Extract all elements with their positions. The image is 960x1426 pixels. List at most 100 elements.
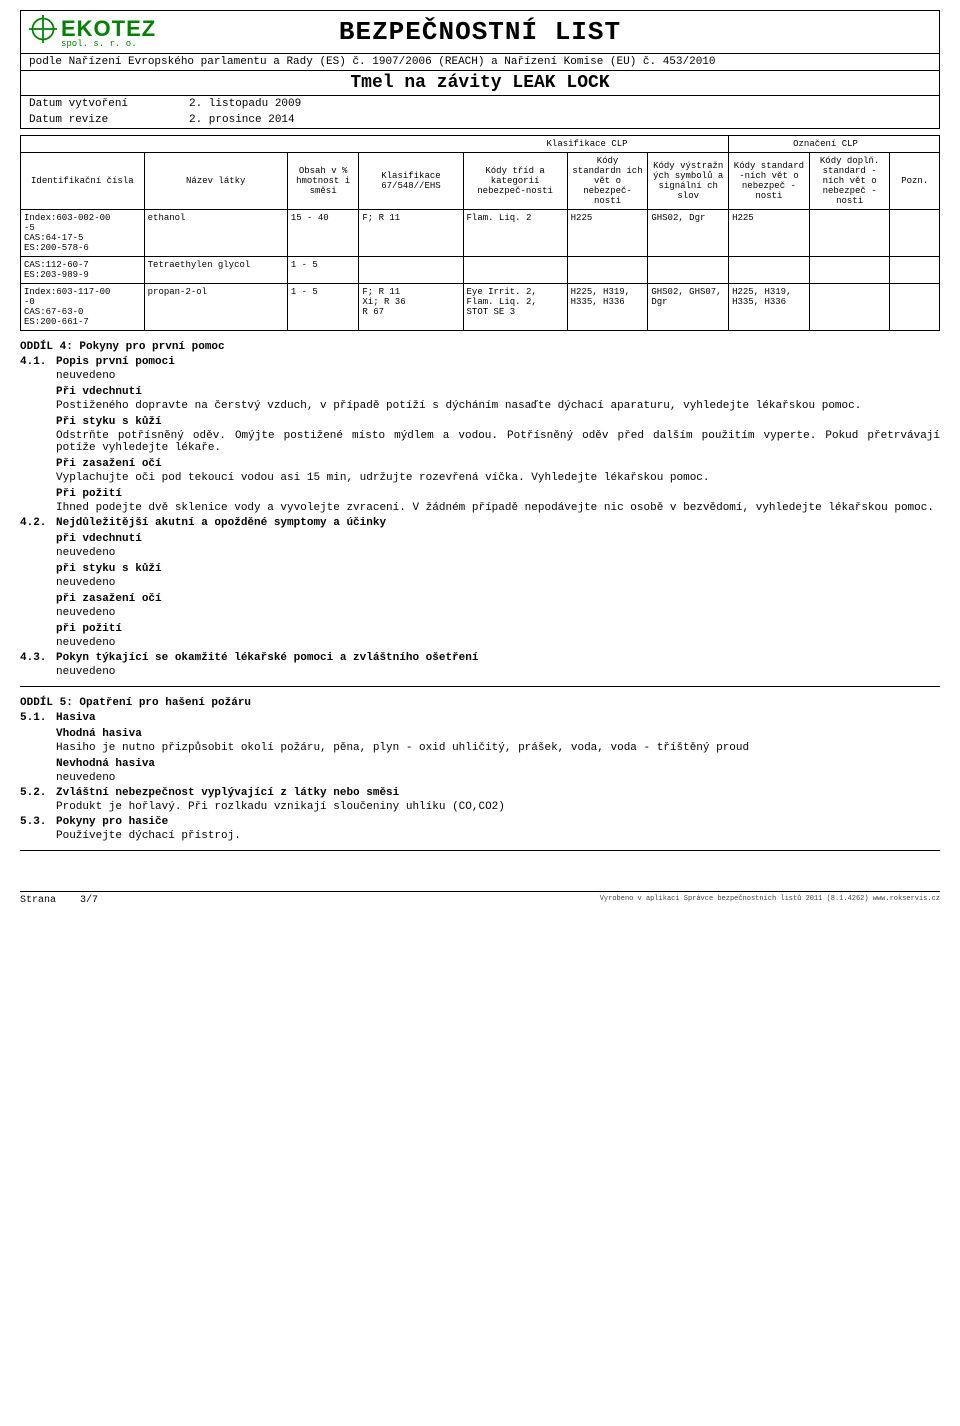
table-cell — [729, 257, 810, 284]
item-5-2-num: 5.2. — [20, 787, 56, 813]
item-4-3-num: 4.3. — [20, 652, 56, 678]
swallow-text: Ihned podejte dvě sklenice vody a vyvole… — [56, 502, 940, 514]
table-cell: Eye Irrit. 2, Flam. Liq. 2, STOT SE 3 — [463, 284, 567, 331]
table-cell — [463, 257, 567, 284]
col-stdphrase: Kódy standardn ích vět o nebezpeč- nosti — [567, 153, 648, 210]
footer-left: Strana 3/7 — [20, 895, 98, 906]
item-5-1: 5.1. Hasiva Vhodná hasiva Hasiho je nutn… — [20, 712, 940, 784]
date-revision-row: Datum revize 2. prosince 2014 — [21, 112, 939, 128]
item-5-1-title: Hasiva — [56, 712, 940, 724]
logo-subtitle: spol. s. r. o. — [61, 39, 137, 49]
table-cell — [890, 284, 940, 331]
table-cell: H225, H319, H335, H336 — [567, 284, 648, 331]
footer-credit: Vyrobeno v aplikaci Správce bezpečnostní… — [600, 895, 940, 906]
table-cell: GHS02, Dgr — [648, 210, 729, 257]
neuvedeno-text: neuvedeno — [56, 666, 940, 678]
inhale-text: Postiženého dopravte na čerstvý vzduch, … — [56, 400, 940, 412]
table-cell: CAS:112-60-7 ES:203-989-9 — [21, 257, 145, 284]
table-cell — [809, 284, 890, 331]
clp-header-row: Klasifikace CLP Označení CLP — [21, 136, 940, 153]
table-row: CAS:112-60-7 ES:203-989-9Tetraethylen gl… — [21, 257, 940, 284]
inhale-heading: Při vdechnutí — [56, 386, 940, 398]
s42-b: při styku s kůží — [56, 563, 940, 575]
col-content: Obsah v % hmotnost i směsi — [287, 153, 359, 210]
item-5-2: 5.2. Zvláštní nebezpečnost vyplývající z… — [20, 787, 940, 813]
neuvedeno-text: neuvedeno — [56, 370, 940, 382]
swallow-heading: Při požití — [56, 488, 940, 500]
table-cell: Index:603-002-00 -5 CAS:64-17-5 ES:200-5… — [21, 210, 145, 257]
col-note: Pozn. — [890, 153, 940, 210]
skin-heading: Při styku s kůží — [56, 416, 940, 428]
item-5-1-num: 5.1. — [20, 712, 56, 784]
eye-text: Vyplachujte oči pod tekoucí vodou asi 15… — [56, 472, 940, 484]
suitable-heading: Vhodná hasiva — [56, 728, 940, 740]
col-stdcodes: Kódy standard -ních vět o nebezpeč -nost… — [729, 153, 810, 210]
date-created-label: Datum vytvoření — [29, 98, 189, 110]
table-cell: H225, H319, H335, H336 — [729, 284, 810, 331]
s52-text: Produkt je hořlavý. Při rozlkadu vznikaj… — [56, 801, 940, 813]
s42-a: při vdechnutí — [56, 533, 940, 545]
s53-text: Používejte dýchací přístroj. — [56, 830, 940, 842]
col-pictogram: Kódy výstražn ých symbolů a signální ch … — [648, 153, 729, 210]
suitable-text: Hasiho je nutno přizpůsobit okolí požáru… — [56, 742, 940, 754]
skin-text: Odstrňte potřísněný oděv. Omýjte postiže… — [56, 430, 940, 454]
table-cell: F; R 11 — [359, 210, 463, 257]
table-cell — [648, 257, 729, 284]
date-created-row: Datum vytvoření 2. listopadu 2009 — [21, 96, 939, 112]
neuvedeno-text: neuvedeno — [56, 637, 940, 649]
eye-heading: Při zasažení očí — [56, 458, 940, 470]
table-cell: Flam. Liq. 2 — [463, 210, 567, 257]
table-row: Index:603-002-00 -5 CAS:64-17-5 ES:200-5… — [21, 210, 940, 257]
clp-class-header: Klasifikace CLP — [463, 136, 729, 153]
unsuitable-heading: Nevhodná hasiva — [56, 758, 940, 770]
table-cell — [567, 257, 648, 284]
table-cell: Index:603-117-00 -0 CAS:67-63-0 ES:200-6… — [21, 284, 145, 331]
page-label: Strana — [20, 895, 56, 906]
item-4-1: 4.1. Popis první pomoci neuvedeno Při vd… — [20, 356, 940, 514]
table-cell: Tetraethylen glycol — [144, 257, 287, 284]
table-cell: 15 - 40 — [287, 210, 359, 257]
section4-heading: ODDÍL 4: Pokyny pro první pomoc — [20, 341, 940, 353]
item-5-2-title: Zvláštní nebezpečnost vyplývající z látk… — [56, 787, 940, 799]
crosshair-icon — [29, 15, 57, 43]
table-cell — [890, 210, 940, 257]
neuvedeno-text: neuvedeno — [56, 607, 940, 619]
date-revision-label: Datum revize — [29, 114, 189, 126]
neuvedeno-text: neuvedeno — [56, 772, 940, 784]
table-cell: H225 — [729, 210, 810, 257]
table-cell: H225 — [567, 210, 648, 257]
company-logo: EKOTEZ spol. s. r. o. — [29, 15, 156, 49]
item-5-3-title: Pokyny pro hasiče — [56, 816, 940, 828]
document-title: BEZPEČNOSTNÍ LIST — [339, 17, 621, 47]
table-cell: GHS02, GHS07, Dgr — [648, 284, 729, 331]
table-cell: ethanol — [144, 210, 287, 257]
table-cell: F; R 11 Xi; R 36 R 67 — [359, 284, 463, 331]
item-4-2-title: Nejdůležitější akutní a opožděné symptom… — [56, 517, 940, 529]
substance-table: Klasifikace CLP Označení CLP Identifikač… — [20, 135, 940, 331]
table-cell — [809, 257, 890, 284]
clp-label-header: Označení CLP — [729, 136, 940, 153]
date-created-value: 2. listopadu 2009 — [189, 98, 301, 110]
column-header-row: Identifikační čísla Název látky Obsah v … — [21, 153, 940, 210]
item-5-3-num: 5.3. — [20, 816, 56, 842]
item-4-2: 4.2. Nejdůležitější akutní a opožděné sy… — [20, 517, 940, 649]
table-cell: 1 - 5 — [287, 257, 359, 284]
regulation-line: podle Nařízení Evropského parlamentu a R… — [21, 54, 939, 71]
table-cell — [359, 257, 463, 284]
col-suppl: Kódy doplň. standard -ních vět o nebezpe… — [809, 153, 890, 210]
col-class: Klasifikace 67/548//EHS — [359, 153, 463, 210]
page-number: 3/7 — [80, 895, 98, 906]
col-id: Identifikační čísla — [21, 153, 145, 210]
table-cell — [809, 210, 890, 257]
s42-c: při zasažení očí — [56, 593, 940, 605]
table-cell: propan-2-ol — [144, 284, 287, 331]
page-footer: Strana 3/7 Vyrobeno v aplikaci Správce b… — [20, 891, 940, 906]
item-4-1-num: 4.1. — [20, 356, 56, 514]
product-name: Tmel na závity LEAK LOCK — [21, 71, 939, 96]
s42-d: při požití — [56, 623, 940, 635]
date-revision-value: 2. prosince 2014 — [189, 114, 295, 126]
col-name: Název látky — [144, 153, 287, 210]
section5-heading: ODDÍL 5: Opatření pro hašení požáru — [20, 697, 940, 709]
table-cell: 1 - 5 — [287, 284, 359, 331]
item-4-1-title: Popis první pomoci — [56, 356, 940, 368]
